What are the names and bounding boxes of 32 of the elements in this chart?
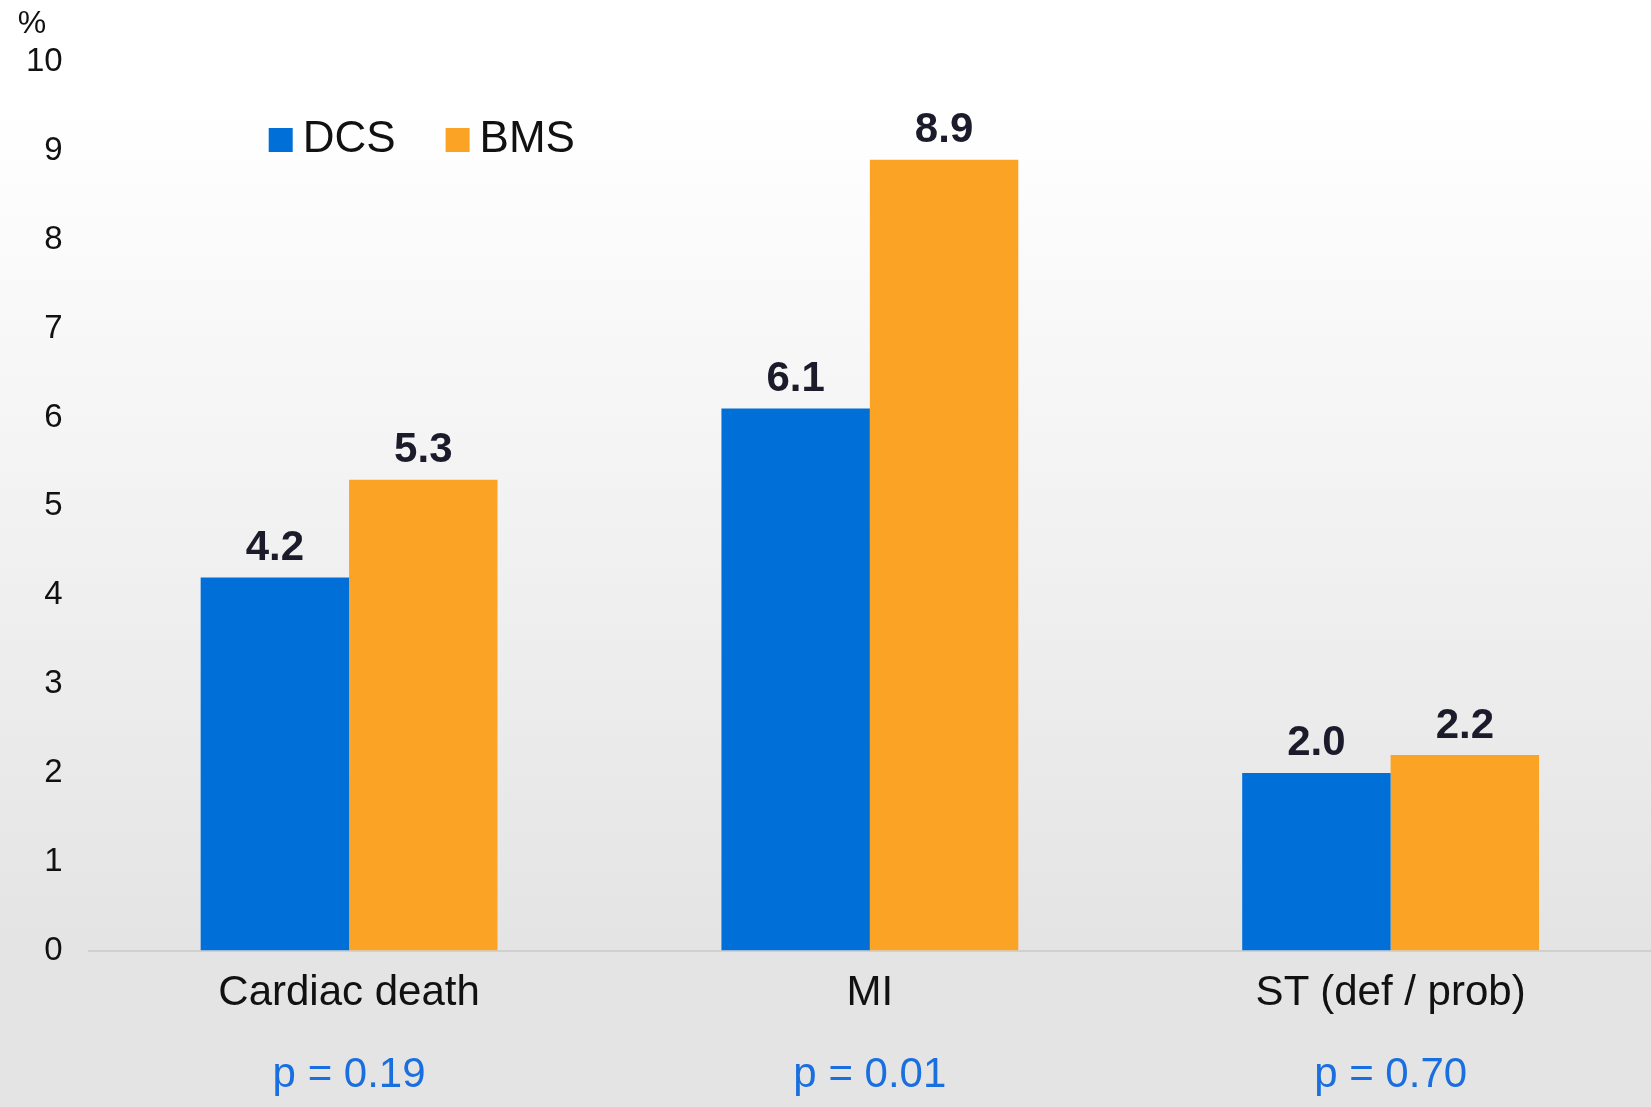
x-tick-label: ST (def / prob) xyxy=(1255,967,1526,1015)
text: p = 0.01 xyxy=(793,1048,947,1096)
data-label: 2.0 xyxy=(1287,717,1346,765)
y-tick-label: 3 xyxy=(44,663,63,701)
x-tick-label: Cardiac death xyxy=(218,967,480,1015)
y-tick-label: 6 xyxy=(44,396,63,434)
bar xyxy=(1242,772,1391,951)
y-tick-label: 2 xyxy=(44,751,63,789)
data-label: 4.2 xyxy=(245,521,305,569)
x-tick-label: MI xyxy=(846,967,894,1015)
y-tick-label: 7 xyxy=(44,307,63,345)
bar xyxy=(721,408,870,951)
legend-label: BMS xyxy=(479,112,575,162)
data-label: 2.2 xyxy=(1435,699,1495,747)
text: p = 0.19 xyxy=(272,1048,426,1096)
bar xyxy=(349,479,498,951)
y-tick-label: 1 xyxy=(44,840,63,878)
legend-label: DCS xyxy=(302,112,396,162)
y-tick-label: 4 xyxy=(44,574,63,612)
y-tick-label: 10 xyxy=(25,41,63,79)
y-tick-label: 5 xyxy=(44,485,63,523)
bar xyxy=(869,159,1019,951)
y-tick-label: 8 xyxy=(44,218,63,256)
data-label: 6.1 xyxy=(766,353,825,401)
data-label: 5.3 xyxy=(394,424,453,472)
bar xyxy=(1390,755,1540,951)
y-tick-label: 9 xyxy=(44,129,63,167)
y-tick-label: 0 xyxy=(44,929,63,967)
y-axis-title: % xyxy=(17,3,47,40)
data-label: 8.9 xyxy=(914,104,974,152)
bar xyxy=(200,577,350,951)
text: p = 0.70 xyxy=(1314,1048,1468,1096)
